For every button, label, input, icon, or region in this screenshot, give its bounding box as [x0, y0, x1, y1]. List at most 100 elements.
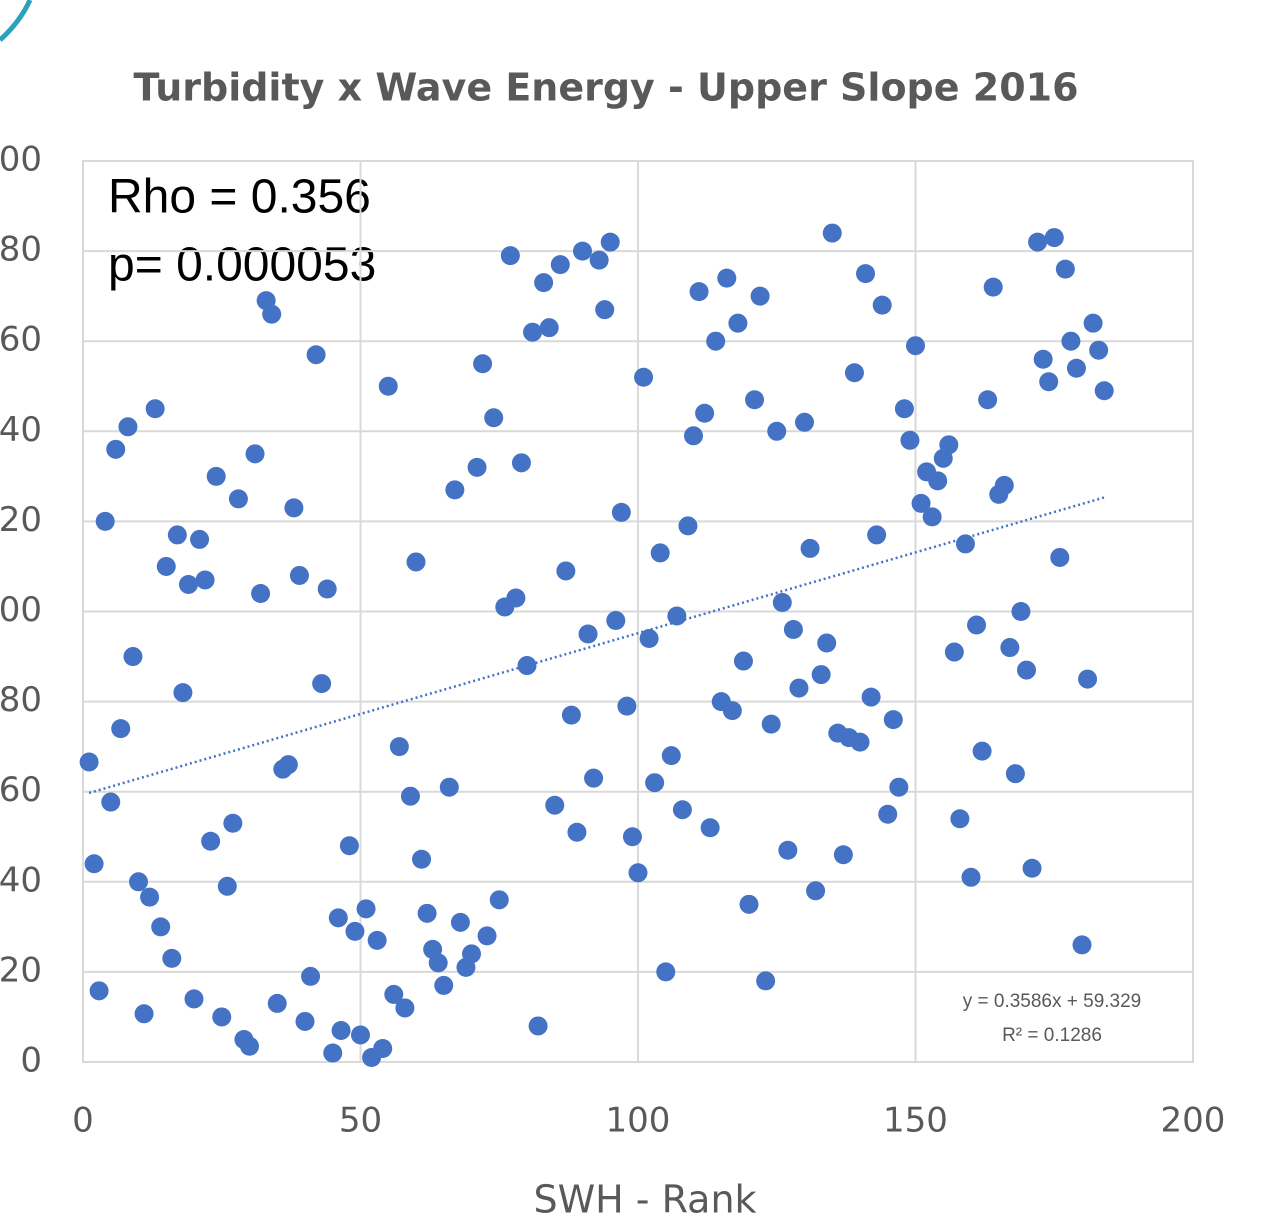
point [628, 863, 648, 883]
point [578, 624, 598, 644]
point [717, 268, 737, 288]
point [595, 300, 615, 320]
point [162, 948, 182, 968]
point [1028, 232, 1048, 252]
point [778, 840, 798, 860]
point [767, 421, 787, 441]
trendline [88, 496, 1105, 795]
point [428, 953, 448, 973]
point [101, 792, 121, 812]
y-tick-label: 40 [0, 860, 42, 900]
point [217, 876, 237, 896]
point [611, 502, 631, 522]
y-tick-label: 60 [0, 770, 42, 810]
point [1083, 313, 1103, 333]
point [800, 538, 820, 558]
point [523, 322, 543, 342]
point [883, 710, 903, 730]
point [351, 1025, 370, 1045]
point [1089, 340, 1109, 360]
point [733, 651, 753, 671]
point [412, 849, 432, 869]
point [417, 903, 437, 923]
point [367, 930, 387, 950]
point [434, 975, 454, 995]
point [145, 399, 165, 419]
point [561, 705, 581, 725]
point [1066, 358, 1086, 378]
point [622, 827, 642, 847]
point [1050, 547, 1070, 567]
point [756, 971, 776, 991]
point [500, 246, 520, 266]
point [473, 354, 493, 374]
point [195, 570, 215, 590]
point [606, 611, 626, 631]
point [750, 286, 770, 306]
point [95, 511, 115, 531]
point [817, 633, 837, 653]
point [301, 966, 321, 986]
point [1033, 349, 1053, 369]
point [833, 845, 853, 865]
point [1072, 935, 1092, 955]
point [389, 737, 409, 757]
point [534, 273, 554, 293]
point [262, 304, 282, 324]
point [190, 529, 210, 549]
point [339, 836, 359, 856]
point [123, 647, 143, 667]
y-tick-label: 0 [20, 1041, 42, 1081]
point [345, 921, 365, 941]
point [928, 471, 948, 491]
point [167, 525, 187, 545]
point [151, 917, 171, 937]
point [761, 714, 781, 734]
point [467, 457, 487, 477]
point [317, 579, 337, 599]
point [1022, 858, 1042, 878]
point [906, 336, 925, 356]
x-tick-label: 150 [883, 1101, 948, 1141]
x-tick-label: 0 [72, 1101, 94, 1141]
point [850, 732, 870, 752]
point [955, 534, 975, 554]
trend-r-squared: R² = 0.1286 [1002, 1025, 1102, 1046]
point [806, 881, 826, 901]
point [678, 516, 698, 536]
point [506, 588, 526, 608]
point [373, 1038, 393, 1058]
point [284, 498, 304, 518]
point [745, 390, 765, 410]
point [106, 439, 126, 459]
point [617, 696, 637, 716]
point [972, 741, 992, 761]
point [961, 867, 981, 887]
point [79, 752, 99, 772]
point [289, 565, 309, 585]
point [944, 642, 964, 662]
point [201, 831, 221, 851]
point [328, 908, 348, 928]
point [783, 620, 803, 640]
point [922, 507, 942, 527]
point [739, 894, 759, 914]
point [550, 255, 570, 275]
point [295, 1011, 315, 1031]
point [584, 768, 604, 788]
point [356, 899, 376, 919]
point [728, 313, 748, 333]
point [978, 390, 998, 410]
point [684, 426, 703, 446]
point [856, 264, 876, 284]
point [178, 574, 198, 594]
point [661, 746, 681, 766]
point [212, 1007, 232, 1027]
y-tick-label: 20 [0, 950, 42, 990]
point [251, 583, 271, 603]
x-tick-label: 200 [1161, 1101, 1226, 1141]
point [1005, 764, 1025, 784]
point [1011, 602, 1031, 621]
point [140, 887, 160, 907]
